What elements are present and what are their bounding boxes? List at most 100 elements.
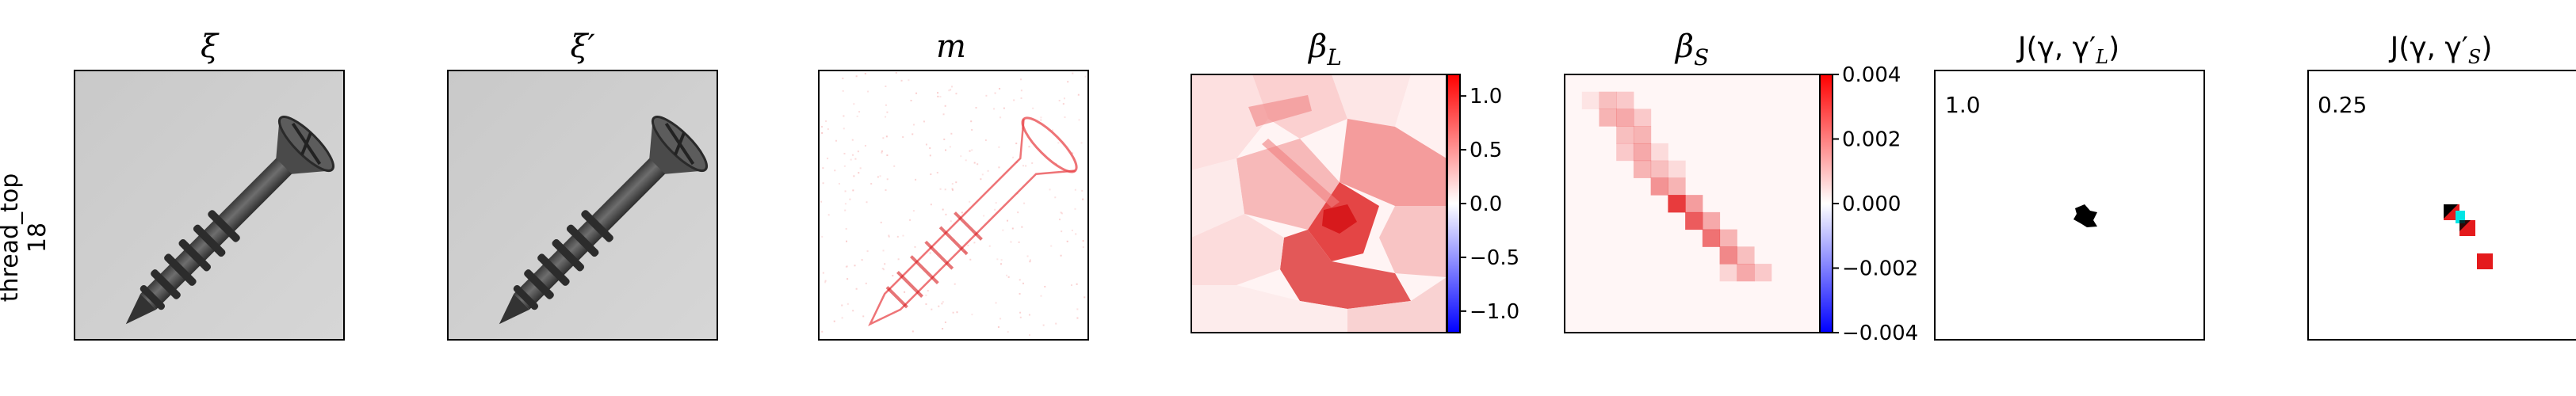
mask-j-s: 0.25 [2307, 70, 2576, 341]
noise-speck [850, 158, 852, 161]
noise-speck [1010, 241, 1012, 243]
heatmap-cell [1685, 195, 1703, 213]
noise-speck [984, 139, 987, 142]
noise-speck [994, 92, 996, 94]
noise-speck [925, 143, 927, 146]
noise-speck [854, 158, 857, 160]
noise-speck [844, 209, 847, 211]
panel-title-m: m [936, 29, 966, 65]
noise-speck [944, 188, 946, 191]
noise-speck [1019, 279, 1021, 281]
noise-speck [884, 263, 886, 265]
noise-speck [970, 120, 973, 123]
noise-speck [1006, 274, 1008, 276]
noise-speck [859, 167, 862, 169]
heatmap-cell [1737, 264, 1755, 282]
noise-speck [835, 139, 837, 142]
noise-speck [1021, 226, 1023, 228]
noise-speck [912, 124, 915, 126]
panel-title-xi-prime: ξ′ [570, 29, 594, 65]
noise-speck [1060, 254, 1062, 257]
noise-speck [1018, 241, 1020, 243]
heatmap-cell [1685, 211, 1703, 230]
noise-speck [1060, 211, 1062, 214]
noise-speck [942, 113, 945, 116]
noise-speck [944, 105, 946, 107]
noise-speck [915, 92, 918, 94]
noise-speck [845, 227, 847, 230]
noise-speck [879, 175, 881, 177]
noise-speck [915, 178, 917, 181]
noise-speck [995, 302, 997, 304]
noise-speck [1067, 81, 1069, 83]
noise-speck [883, 268, 885, 271]
noise-speck [864, 72, 866, 74]
noise-speck [1044, 285, 1046, 287]
noise-speck [822, 272, 824, 274]
noise-speck [945, 149, 947, 151]
noise-speck [965, 159, 967, 162]
noise-speck [852, 189, 854, 192]
screw-icon [125, 116, 334, 325]
noise-speck [971, 149, 973, 151]
noise-speck [827, 158, 829, 160]
noise-speck [824, 280, 827, 282]
noise-speck [930, 173, 932, 176]
heatmap-cell [1633, 143, 1652, 162]
noise-speck [996, 258, 999, 261]
noise-speck [1084, 296, 1086, 299]
noise-speck [852, 310, 854, 312]
noise-speck [1076, 283, 1078, 285]
noise-speck [929, 154, 931, 157]
noise-speck [988, 245, 991, 247]
noise-speck [880, 221, 882, 223]
noise-speck [855, 287, 858, 290]
noise-speck [967, 244, 969, 246]
noise-speck [981, 173, 984, 176]
noise-speck [877, 176, 879, 178]
noise-speck [939, 96, 942, 98]
noise-speck [941, 303, 943, 305]
noise-speck [846, 265, 848, 268]
noise-speck [1051, 129, 1053, 131]
noise-speck [1029, 261, 1031, 263]
noise-speck [867, 90, 869, 93]
noise-speck [842, 89, 844, 92]
heatmap-cell [1599, 91, 1617, 109]
colorbar-tick-label: 0.004 [1842, 63, 1901, 87]
noise-speck [886, 111, 889, 113]
noise-speck [955, 181, 957, 184]
heatmap-cell [1633, 109, 1652, 127]
noise-speck [1055, 322, 1057, 325]
image-xi-prime [447, 70, 718, 341]
noise-speck [862, 315, 865, 318]
noise-speck [969, 258, 972, 261]
noise-speck [973, 162, 976, 164]
heatmap-cell [1719, 264, 1737, 282]
heatmap-m [818, 70, 1089, 341]
colorbar-tick-label: 0.0 [1470, 192, 1502, 216]
noise-speck [952, 311, 954, 314]
noise-speck [1075, 233, 1077, 235]
noise-speck [999, 87, 1001, 89]
noise-speck [1058, 100, 1061, 102]
noise-speck [945, 213, 947, 215]
screw-icon [499, 116, 708, 325]
colorbar-tick-label: 0.5 [1470, 139, 1502, 162]
noise-speck [902, 136, 904, 139]
noise-speck [895, 72, 897, 74]
noise-speck [971, 314, 973, 316]
noise-speck [1026, 255, 1029, 257]
heatmap-cell [1616, 126, 1634, 144]
noise-speck [944, 321, 946, 323]
noise-speck [1072, 152, 1074, 154]
noise-speck [885, 104, 887, 106]
noise-speck [997, 326, 999, 328]
noise-speck [954, 283, 956, 285]
noise-speck [925, 294, 927, 296]
heatmap-cell [1737, 246, 1755, 265]
noise-speck [1031, 162, 1034, 164]
noise-speck [861, 259, 863, 261]
noise-speck [1019, 311, 1022, 314]
noise-speck [985, 94, 988, 97]
